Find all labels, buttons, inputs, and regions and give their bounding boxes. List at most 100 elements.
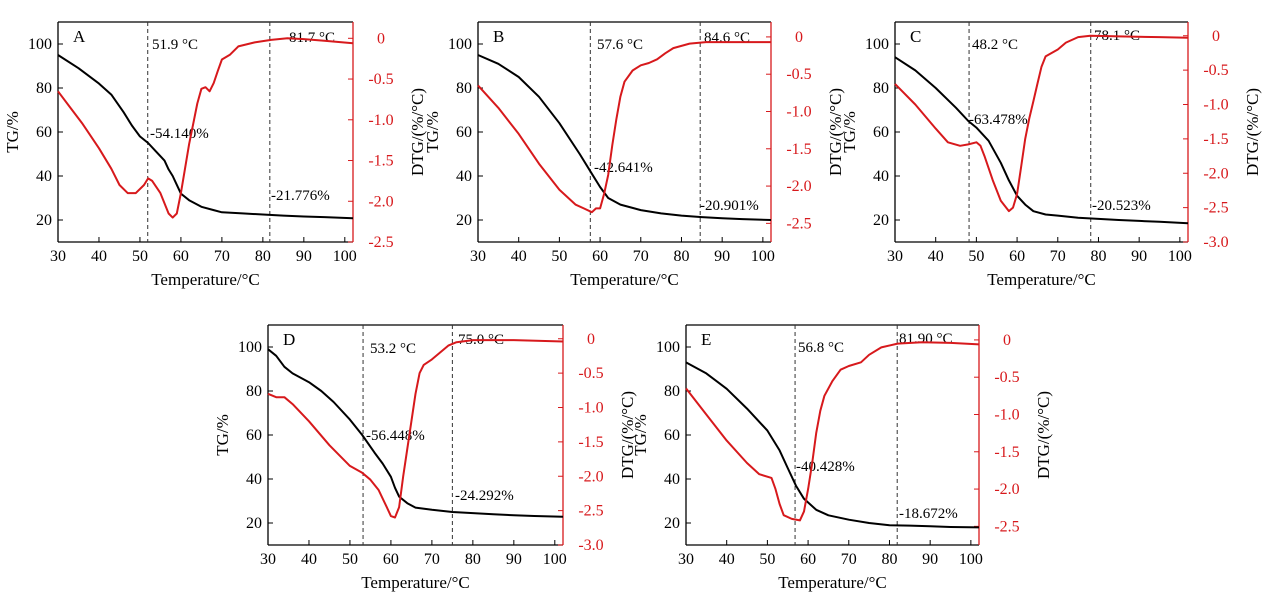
peak-temperature-label: 53.2 °C: [370, 341, 416, 357]
y-tick-label: 100: [28, 36, 52, 53]
x-tick-label: 30: [887, 248, 903, 265]
peak-temperature-label: 81.90 °C: [899, 331, 953, 347]
panel-e: 30 40 50 60 70 80 90 100 20 40 60 80 100 -2.5 -2.0 -1.5…: [631, 324, 1053, 592]
y-tick-label: 100: [448, 36, 472, 53]
x-tick-label: 40: [719, 551, 735, 568]
y2-tick-label: -0.5: [994, 369, 1019, 386]
x-tick-label: 60: [800, 551, 816, 568]
y-tick-label: 20: [246, 515, 262, 532]
dtg-curve: [894, 34, 1189, 213]
panel-label: B: [493, 27, 504, 46]
x-tick-label: 50: [132, 248, 148, 265]
y-tick-label: 100: [238, 339, 262, 356]
panel-a: 30 40 50 60 70 80 90 100 20 40 60 80 100 -2.5 -2.0 -1.5…: [3, 21, 427, 289]
peak-temperature-label: 84.6 °C: [704, 30, 750, 46]
x-tick-label: 40: [91, 248, 107, 265]
peak-temperature-label: 81.7 °C: [289, 30, 335, 46]
y2-tick-label: -2.0: [786, 178, 811, 195]
mass-loss-label: -63.478%: [969, 112, 1028, 128]
y2-tick-label: -1.5: [578, 434, 603, 451]
y2-tick-label: -1.0: [1203, 97, 1228, 114]
mass-loss-label: -24.292%: [455, 488, 514, 504]
x-tick-label: 50: [551, 248, 567, 265]
dtg-curve: [477, 41, 771, 214]
y-tick-label: 80: [246, 383, 262, 400]
y-tick-label: 60: [36, 124, 52, 141]
y-tick-label: 20: [456, 212, 472, 229]
x-tick-label: 90: [1131, 248, 1147, 265]
y2-tick-label: -1.5: [1203, 131, 1228, 148]
x-axis-title: Temperature/°C: [778, 573, 887, 592]
mass-loss-label: -20.523%: [1092, 198, 1151, 214]
y-axis-title: TG/%: [3, 111, 22, 153]
y-tick-label: 40: [246, 471, 262, 488]
y2-tick-label: 0: [1003, 332, 1011, 349]
y-tick-label: 20: [873, 212, 889, 229]
y2-tick-label: -1.5: [786, 141, 811, 158]
x-tick-label: 40: [511, 248, 527, 265]
x-tick-label: 100: [1168, 248, 1192, 265]
tg-curve: [477, 54, 772, 221]
y2-tick-label: -2.5: [368, 234, 393, 251]
y-tick-label: 60: [664, 427, 680, 444]
panel-d: 30 40 50 60 70 80 90 100 20 40 60 80 100 -3.0 -2.5 -2.0…: [213, 324, 637, 592]
y2-tick-label: -2.0: [578, 468, 603, 485]
tg-curve: [267, 348, 564, 518]
y-tick-label: 100: [656, 339, 680, 356]
y-axis-title: TG/%: [840, 111, 859, 153]
y2-tick-label: -1.0: [578, 400, 603, 417]
y2-tick-label: 0: [1212, 28, 1220, 45]
x-tick-label: 50: [759, 551, 775, 568]
y2-tick-label: -2.5: [994, 518, 1019, 535]
y-tick-label: 60: [873, 124, 889, 141]
dtg-curve: [267, 339, 564, 519]
tg-curve: [57, 54, 354, 220]
panel-label: A: [73, 27, 86, 46]
mass-loss-label: -54.140%: [150, 126, 209, 142]
x-tick-label: 70: [841, 551, 857, 568]
y-tick-label: 40: [664, 471, 680, 488]
x-tick-label: 30: [470, 248, 486, 265]
y-tick-label: 80: [664, 383, 680, 400]
y2-tick-label: -2.5: [1203, 200, 1228, 217]
x-tick-label: 70: [633, 248, 649, 265]
x-axis-title: Temperature/°C: [151, 270, 260, 289]
y-tick-label: 80: [873, 80, 889, 97]
y2-axis-title: DTG/(%/°C): [618, 391, 637, 479]
x-tick-label: 60: [383, 551, 399, 568]
y-axis-title: TG/%: [423, 111, 442, 153]
y-tick-label: 20: [664, 515, 680, 532]
x-tick-label: 70: [214, 248, 230, 265]
y-tick-label: 60: [456, 124, 472, 141]
tg-curve: [894, 56, 1189, 225]
tg-curve: [685, 361, 980, 529]
mass-loss-label: -21.776%: [271, 188, 330, 204]
x-tick-label: 70: [1050, 248, 1066, 265]
y2-tick-label: -0.5: [1203, 62, 1228, 79]
x-tick-label: 60: [173, 248, 189, 265]
y-tick-label: 80: [36, 80, 52, 97]
panel-label: C: [910, 27, 921, 46]
y2-tick-label: -2.5: [786, 215, 811, 232]
y-tick-label: 60: [246, 427, 262, 444]
mass-loss-label: -20.901%: [700, 198, 759, 214]
peak-temperature-label: 56.8 °C: [798, 340, 844, 356]
x-tick-label: 50: [968, 248, 984, 265]
x-axis-title: Temperature/°C: [987, 270, 1096, 289]
x-tick-label: 100: [751, 248, 775, 265]
x-tick-label: 80: [1090, 248, 1106, 265]
x-tick-label: 80: [881, 551, 897, 568]
x-tick-label: 90: [506, 551, 522, 568]
x-tick-label: 90: [296, 248, 312, 265]
y-tick-label: 40: [456, 168, 472, 185]
y2-axis-title: DTG/(%/°C): [408, 88, 427, 176]
panel-label: E: [701, 330, 711, 349]
x-tick-label: 70: [424, 551, 440, 568]
x-tick-label: 60: [592, 248, 608, 265]
x-tick-label: 40: [928, 248, 944, 265]
x-tick-label: 60: [1009, 248, 1025, 265]
y2-tick-label: -3.0: [578, 537, 603, 554]
panel-c: 30 40 50 60 70 80 90 100 20 40 60 80 100 -3.0 -2.5 -2.0…: [840, 21, 1262, 289]
x-axis-title: Temperature/°C: [361, 573, 470, 592]
